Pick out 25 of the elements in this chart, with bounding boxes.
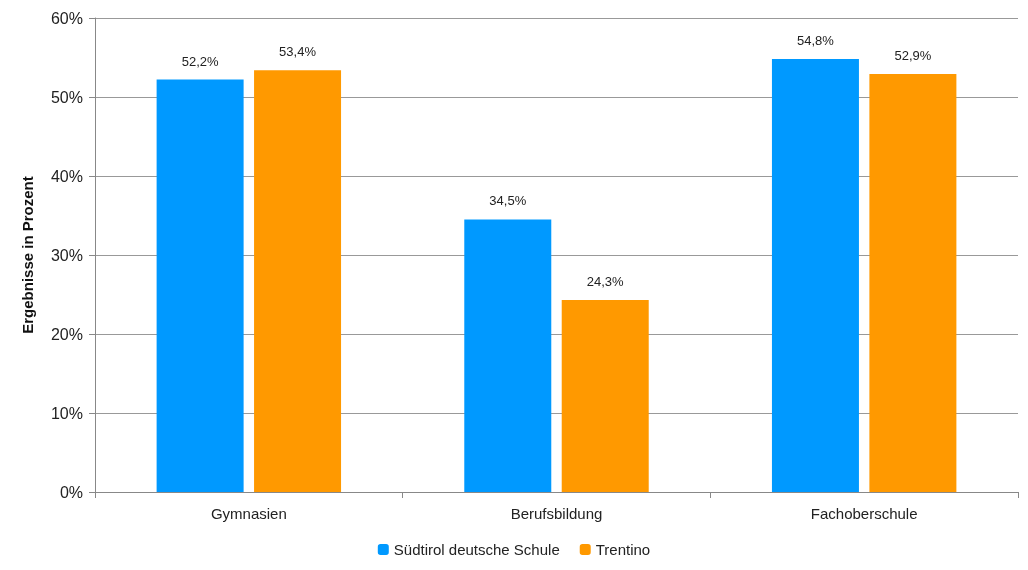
y-tick-label: 60%: [50, 9, 83, 27]
bar: [254, 70, 342, 492]
legend-label: Trentino: [595, 541, 651, 558]
y-axis-title: Ergebnisse in Prozent: [19, 176, 36, 334]
x-tick-label: Fachoberschule: [810, 505, 918, 522]
y-tick-label: 50%: [50, 88, 83, 106]
y-tick-label: 40%: [50, 167, 83, 185]
y-tick-label: 10%: [50, 404, 83, 422]
bar: [771, 59, 859, 492]
data-label: 54,8%: [797, 33, 835, 49]
legend-label: Südtirol deutsche Schule: [393, 541, 560, 558]
y-tick-label: 30%: [50, 246, 83, 264]
data-label: 34,5%: [489, 193, 527, 209]
bar: [869, 74, 957, 492]
y-tick-label: 20%: [50, 325, 83, 343]
data-label: 53,4%: [279, 44, 317, 60]
data-label: 52,9%: [894, 48, 932, 64]
bar: [561, 300, 649, 492]
data-label: 52,2%: [181, 53, 219, 69]
x-tick-label: Berufsbildung: [510, 505, 603, 522]
data-label: 24,3%: [586, 274, 625, 290]
bar: [464, 219, 552, 492]
bar: [156, 79, 244, 492]
x-tick-label: Gymnasien: [210, 505, 287, 522]
y-tick-label: 0%: [59, 483, 83, 501]
